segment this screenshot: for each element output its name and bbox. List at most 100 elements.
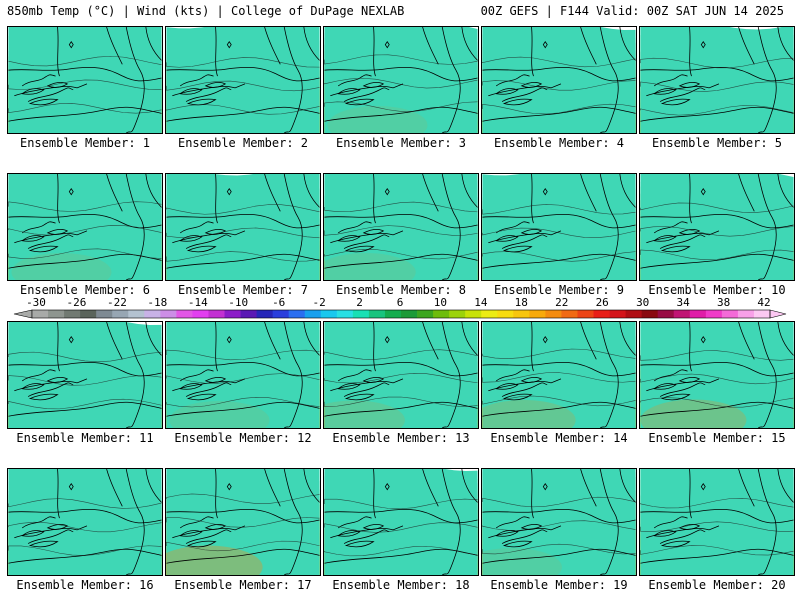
panel-label: Ensemble Member: 12: [174, 431, 312, 445]
geo-boundary: [488, 378, 562, 392]
scale-swatch: [192, 310, 209, 318]
lake-outline: [337, 530, 361, 537]
warm-region: [166, 545, 263, 575]
geo-boundary: [599, 322, 619, 428]
geo-boundary: [179, 221, 214, 234]
scale-swatch: [481, 310, 498, 318]
geo-boundary: [640, 213, 794, 229]
isotherm-contour: [166, 493, 320, 504]
lake-outline: [520, 376, 543, 383]
station-marker-icon: [384, 483, 390, 491]
isotherm-contour: [640, 498, 794, 509]
geo-boundary: [619, 27, 636, 61]
station-marker-icon: [542, 41, 548, 49]
geo-boundary: [640, 66, 794, 82]
geo-boundary: [166, 66, 320, 82]
isotherm-contour: [482, 543, 636, 555]
geo-boundary: [215, 174, 218, 224]
geo-boundary: [482, 548, 636, 564]
station-marker-icon: [700, 41, 706, 49]
station-marker-icon: [68, 336, 74, 344]
geo-boundary: [106, 322, 123, 360]
geo-boundary: [531, 174, 534, 224]
geo-boundary: [495, 221, 530, 234]
geo-boundary: [653, 221, 688, 234]
geo-boundary: [619, 469, 636, 503]
geo-boundary: [495, 516, 530, 529]
scale-swatch: [384, 310, 402, 318]
temperature-band: [166, 174, 320, 280]
scale-tick-label: -14: [187, 296, 208, 309]
geo-boundary: [373, 174, 376, 224]
geo-boundary: [330, 230, 404, 244]
geo-boundary: [777, 322, 794, 356]
geo-boundary: [106, 469, 123, 507]
lake-outline: [344, 393, 375, 401]
geo-boundary: [738, 469, 755, 507]
scale-outline: [31, 309, 771, 319]
temperature-map: [7, 468, 163, 576]
lake-outline: [362, 523, 385, 530]
geo-boundary: [8, 106, 162, 122]
lake-outline: [204, 81, 227, 88]
geo-boundary: [330, 525, 404, 539]
isotherm-contour: [640, 249, 794, 260]
geo-boundary: [264, 174, 281, 212]
geo-boundary: [640, 253, 794, 269]
isotherm-contour: [166, 227, 320, 239]
isotherm-contour: [8, 248, 162, 259]
isotherm-contour: [640, 373, 794, 385]
geo-boundary: [422, 469, 439, 507]
lake-outline: [678, 81, 701, 88]
temperature-map: [165, 26, 321, 134]
panel-label: Ensemble Member: 20: [648, 578, 786, 592]
isotherm-contour: [166, 104, 320, 115]
scale-tick-label: -18: [147, 296, 168, 309]
ensemble-panel: Ensemble Member: 12: [165, 321, 321, 445]
geo-boundary: [343, 529, 390, 544]
geo-boundary: [738, 27, 755, 65]
station-marker-icon: [68, 483, 74, 491]
scale-swatch: [32, 310, 49, 318]
geo-boundary: [646, 525, 720, 539]
isotherm-contour: [8, 498, 162, 509]
panel-label: Ensemble Member: 2: [177, 136, 309, 150]
lake-outline: [502, 245, 533, 253]
geo-boundary: [640, 401, 794, 417]
temperature-map: [639, 26, 795, 134]
lake-outline: [204, 376, 227, 383]
geo-boundary: [21, 516, 56, 529]
geo-boundary: [8, 66, 162, 82]
geo-boundary: [461, 174, 478, 208]
ensemble-panel: Ensemble Member: 6: [7, 173, 163, 297]
lake-outline: [495, 235, 519, 242]
geo-boundary: [303, 322, 320, 356]
geo-boundary: [373, 27, 376, 77]
scale-tick-label: 26: [595, 296, 609, 309]
lake-outline: [28, 393, 59, 401]
isotherm-contour: [324, 522, 478, 533]
geo-boundary: [488, 525, 562, 539]
geo-boundary: [21, 369, 56, 382]
isotherm-contour: [640, 57, 794, 69]
geo-boundary: [461, 469, 478, 503]
ensemble-panel: Ensemble Member: 20: [639, 468, 795, 592]
geo-boundary: [337, 74, 372, 87]
ensemble-panel: Ensemble Member: 9: [481, 173, 637, 297]
geo-boundary: [14, 525, 88, 539]
lake-outline: [653, 235, 677, 242]
geo-boundary: [166, 401, 320, 417]
geo-boundary: [640, 508, 794, 524]
isotherm-contour: [324, 396, 478, 407]
geo-boundary: [166, 106, 320, 122]
geo-boundary: [57, 322, 60, 372]
temperature-band: [640, 174, 794, 280]
scale-swatch: [705, 310, 723, 318]
geo-boundary: [324, 508, 478, 524]
station-marker-icon: [226, 188, 232, 196]
scale-tick-label: -2: [312, 296, 326, 309]
ensemble-panel: Ensemble Member: 19: [481, 468, 637, 592]
scale-tick-label: 30: [636, 296, 650, 309]
station-marker-icon: [68, 188, 74, 196]
isotherm-contour: [8, 225, 162, 236]
